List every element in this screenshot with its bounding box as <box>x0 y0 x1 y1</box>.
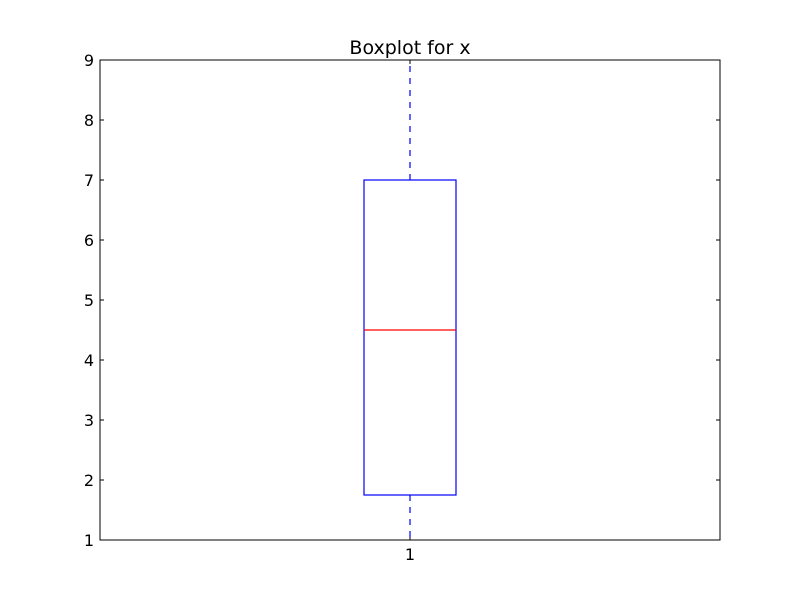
y-tick-label: 7 <box>84 171 94 190</box>
y-tick-label: 9 <box>84 51 94 70</box>
plot-area: 1 2 3 4 5 6 7 8 9 1 <box>84 51 721 564</box>
y-tick-label: 5 <box>84 291 94 310</box>
y-tick-label: 2 <box>84 471 94 490</box>
y-tick-label: 8 <box>84 111 94 130</box>
x-tick-label: 1 <box>405 545 415 564</box>
chart-title: Boxplot for x <box>349 37 470 59</box>
y-tick-label: 6 <box>84 231 94 250</box>
y-tick-label: 3 <box>84 411 94 430</box>
y-tick-label: 1 <box>84 531 94 550</box>
y-tick-label: 4 <box>84 351 94 370</box>
box-iqr <box>363 179 457 496</box>
